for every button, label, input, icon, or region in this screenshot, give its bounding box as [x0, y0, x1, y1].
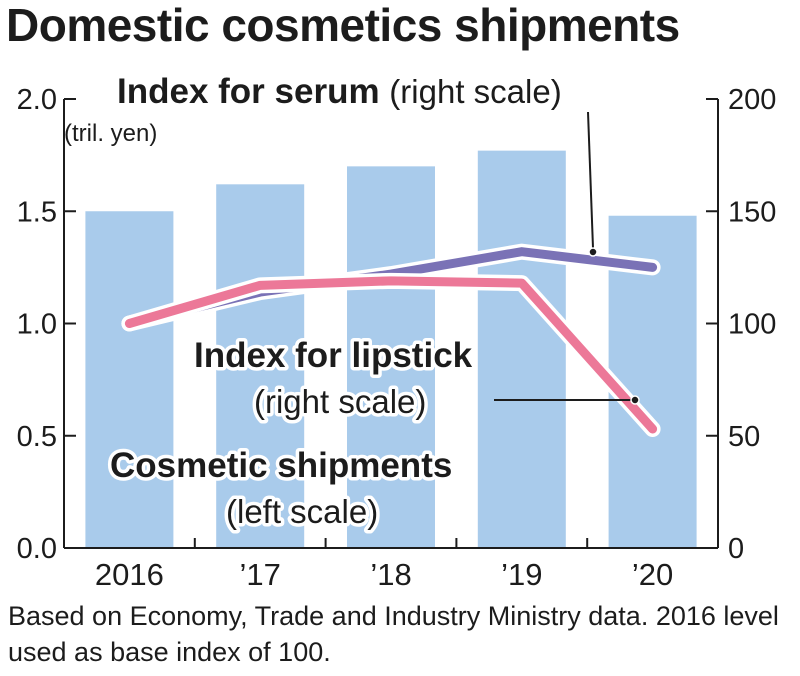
serum-leader-line [587, 111, 594, 249]
shipments-bar [477, 150, 566, 548]
right-axis-tick-label: 150 [728, 196, 776, 228]
lipstick-label: Index for lipstick [194, 336, 473, 375]
right-axis-tick-label: 100 [728, 309, 776, 341]
left-axis-tick-label: 0.0 [17, 533, 57, 565]
left-axis-tick-label: 1.0 [17, 309, 57, 341]
serum-label-part: (right scale) [389, 73, 561, 110]
x-axis-tick-label: ’19 [501, 557, 542, 592]
lipstick-label-part: Index for lipstick [194, 336, 473, 375]
left-axis-tick-label: 1.5 [17, 196, 57, 228]
left-axis-tick-label: 2.0 [17, 84, 57, 116]
x-axis-tick-label: ’18 [370, 557, 411, 592]
shipments-bar [85, 211, 174, 548]
lipstick-scale-note-part: (right scale) [254, 383, 426, 420]
x-axis-tick-label: 2016 [95, 557, 164, 592]
shipments-scale-note-part: (left scale) [226, 493, 378, 530]
shipments-label-part: Cosmetic shipments [110, 446, 452, 485]
shipments-bar [347, 166, 435, 548]
x-axis-tick-label: ’17 [240, 557, 281, 592]
shipments-bar [216, 184, 305, 548]
right-axis-tick-label: 0 [728, 533, 744, 565]
left-axis-tick-label: 0.5 [17, 421, 57, 453]
serum-label: Index for serum (right scale) [117, 72, 562, 111]
left-axis-unit: (tril. yen) [64, 120, 157, 147]
shipments-label: Cosmetic shipments [110, 446, 452, 485]
lipstick-leader-dot [630, 395, 640, 405]
serum-leader-dot [588, 247, 598, 257]
lipstick-line [124, 276, 658, 434]
lipstick-scale-note: (right scale) [254, 383, 426, 420]
source-note: Based on Economy, Trade and Industry Min… [8, 601, 779, 667]
serum-label-part: Index for serum [117, 72, 389, 111]
right-axis-tick-label: 50 [728, 421, 760, 453]
chart-title: Domestic cosmetics shipments [6, 0, 680, 51]
x-axis-tick-label: ’20 [632, 557, 673, 592]
shipments-scale-note: (left scale) [226, 493, 378, 530]
right-axis-tick-label: 200 [728, 84, 776, 116]
